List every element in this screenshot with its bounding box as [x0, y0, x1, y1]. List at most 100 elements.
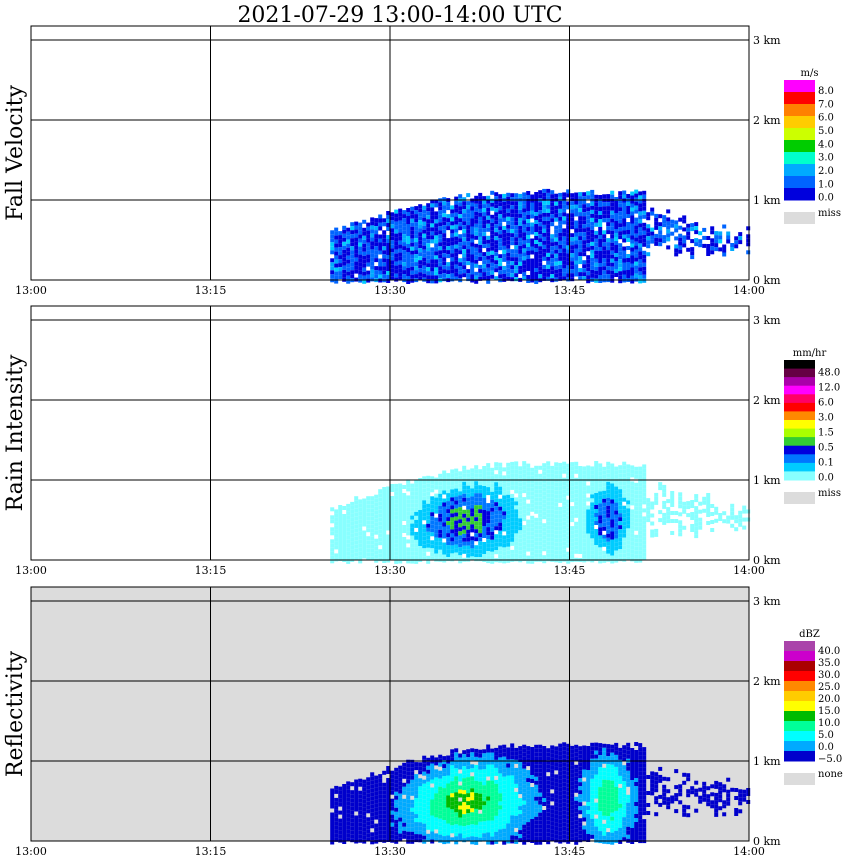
legend-swatch [784, 176, 815, 189]
legend-swatch [784, 420, 815, 430]
legend-swatch [784, 394, 815, 404]
legend-swatch [784, 721, 815, 732]
legend-swatch [784, 164, 815, 177]
x-tick-label: 13:30 [374, 845, 406, 858]
y-tick-label: 1 km [753, 755, 781, 768]
plot-frame [30, 25, 750, 281]
panel-reflectivity: 13:00 13:15 13:30 13:45 14:000 km 1 km 2 km 3 k… [3, 586, 843, 858]
echo-field [330, 461, 751, 564]
legend-label: 35.0 [818, 658, 840, 669]
x-tick-label: 13:45 [554, 845, 586, 858]
legend-label: 1.5 [818, 428, 834, 439]
legend-swatch [784, 651, 815, 662]
legend-label: 10.0 [818, 718, 840, 729]
legend-swatch [784, 152, 815, 165]
legend-label: 30.0 [818, 670, 840, 681]
legend-swatch [784, 428, 815, 438]
legend-swatch [784, 741, 815, 752]
plot-frame [30, 305, 750, 561]
legend-swatch [784, 661, 815, 672]
legend-swatch [784, 462, 815, 472]
legend-label: 12.0 [818, 383, 840, 394]
legend-swatch [784, 80, 815, 93]
x-tick-label: 13:15 [195, 284, 227, 297]
colorbar-legend: dBZ 40.035.030.025.020.015.010.05.00.0−5.… [784, 629, 843, 785]
legend-label: 6.0 [818, 113, 834, 124]
panel-rain-intensity: 13:00 13:15 13:30 13:45 14:000 km 1 km 2 km 3 k… [3, 305, 841, 577]
legend-swatch [784, 711, 815, 722]
legend-missing-label: none [818, 769, 843, 780]
legend-label: 20.0 [818, 694, 840, 705]
legend-swatch [784, 92, 815, 105]
legend-label: 8.0 [818, 86, 834, 97]
legend-label: 6.0 [818, 398, 834, 409]
legend-swatch [784, 385, 815, 395]
legend-label: 2.0 [818, 166, 834, 177]
legend-label: 0.0 [818, 742, 834, 753]
x-tick-label: 14:00 [733, 284, 765, 297]
legend-swatch [784, 188, 815, 201]
legend-swatch [784, 445, 815, 455]
echo-field [330, 742, 751, 845]
legend-swatch [784, 691, 815, 702]
figure-title: 2021-07-29 13:00-14:00 UTC [237, 3, 562, 28]
legend-swatch [784, 140, 815, 153]
legend-missing-swatch [784, 212, 815, 224]
legend-label: 15.0 [818, 706, 840, 717]
y-tick-label: 3 km [753, 34, 781, 47]
x-tick-label: 13:00 [15, 845, 47, 858]
y-tick-label: 0 km [753, 835, 781, 848]
legend-label: 48.0 [818, 368, 840, 379]
legend-label: 40.0 [818, 646, 840, 657]
legend-label: 0.0 [818, 193, 834, 204]
legend-label: 5.0 [818, 730, 834, 741]
y-tick-label: 0 km [753, 554, 781, 567]
legend-swatch [784, 731, 815, 742]
legend-missing-swatch [784, 773, 815, 785]
legend-label: 0.5 [818, 443, 834, 454]
x-tick-label: 14:00 [733, 564, 765, 577]
panel-title: Rain Intensity [3, 354, 28, 511]
plot-frame [30, 586, 750, 842]
legend-label: 0.0 [818, 473, 834, 484]
x-tick-label: 13:15 [195, 845, 227, 858]
legend-missing-swatch [784, 492, 815, 504]
legend-missing-label: miss [818, 208, 841, 219]
legend-unit: m/s [801, 68, 819, 79]
legend-swatch [784, 368, 815, 378]
panel-title: Fall Velocity [3, 85, 28, 221]
panel-fall-velocity: 13:00 13:15 13:30 13:45 14:000 km 1 km 2 km 3 k… [3, 25, 841, 297]
legend-swatch [784, 128, 815, 141]
y-tick-label: 2 km [753, 394, 781, 407]
y-tick-label: 0 km [753, 274, 781, 287]
legend-swatch [784, 377, 815, 387]
y-tick-label: 2 km [753, 114, 781, 127]
y-tick-label: 1 km [753, 474, 781, 487]
colorbar-legend: m/s 8.0 7.0 6.0 5.0 4.0 3.0 2.0 1.0 0.0 miss [784, 68, 841, 224]
legend-swatch [784, 671, 815, 682]
x-tick-label: 13:45 [554, 284, 586, 297]
legend-swatch [784, 454, 815, 464]
y-tick-label: 3 km [753, 314, 781, 327]
y-tick-label: 3 km [753, 595, 781, 608]
legend-swatch [784, 360, 815, 370]
legend-label: 3.0 [818, 153, 834, 164]
legend-swatch [784, 116, 815, 129]
legend-swatch [784, 681, 815, 692]
legend-swatch [784, 437, 815, 447]
echo-field [330, 188, 751, 284]
x-tick-label: 13:30 [374, 564, 406, 577]
legend-swatch [784, 471, 815, 481]
legend-swatch [784, 641, 815, 652]
x-tick-label: 13:45 [554, 564, 586, 577]
legend-unit: dBZ [799, 629, 820, 640]
x-tick-label: 14:00 [733, 845, 765, 858]
legend-label: 7.0 [818, 99, 834, 110]
legend-label: −5.0 [818, 754, 842, 765]
colorbar-legend: mm/hr 48.0 12.0 6.0 3.0 1.5 0.5 0.1 0.0 miss [784, 348, 841, 504]
y-tick-label: 1 km [753, 194, 781, 207]
legend-label: 0.1 [818, 458, 834, 469]
x-tick-label: 13:00 [15, 564, 47, 577]
x-tick-label: 13:00 [15, 284, 47, 297]
legend-label: 4.0 [818, 139, 834, 150]
